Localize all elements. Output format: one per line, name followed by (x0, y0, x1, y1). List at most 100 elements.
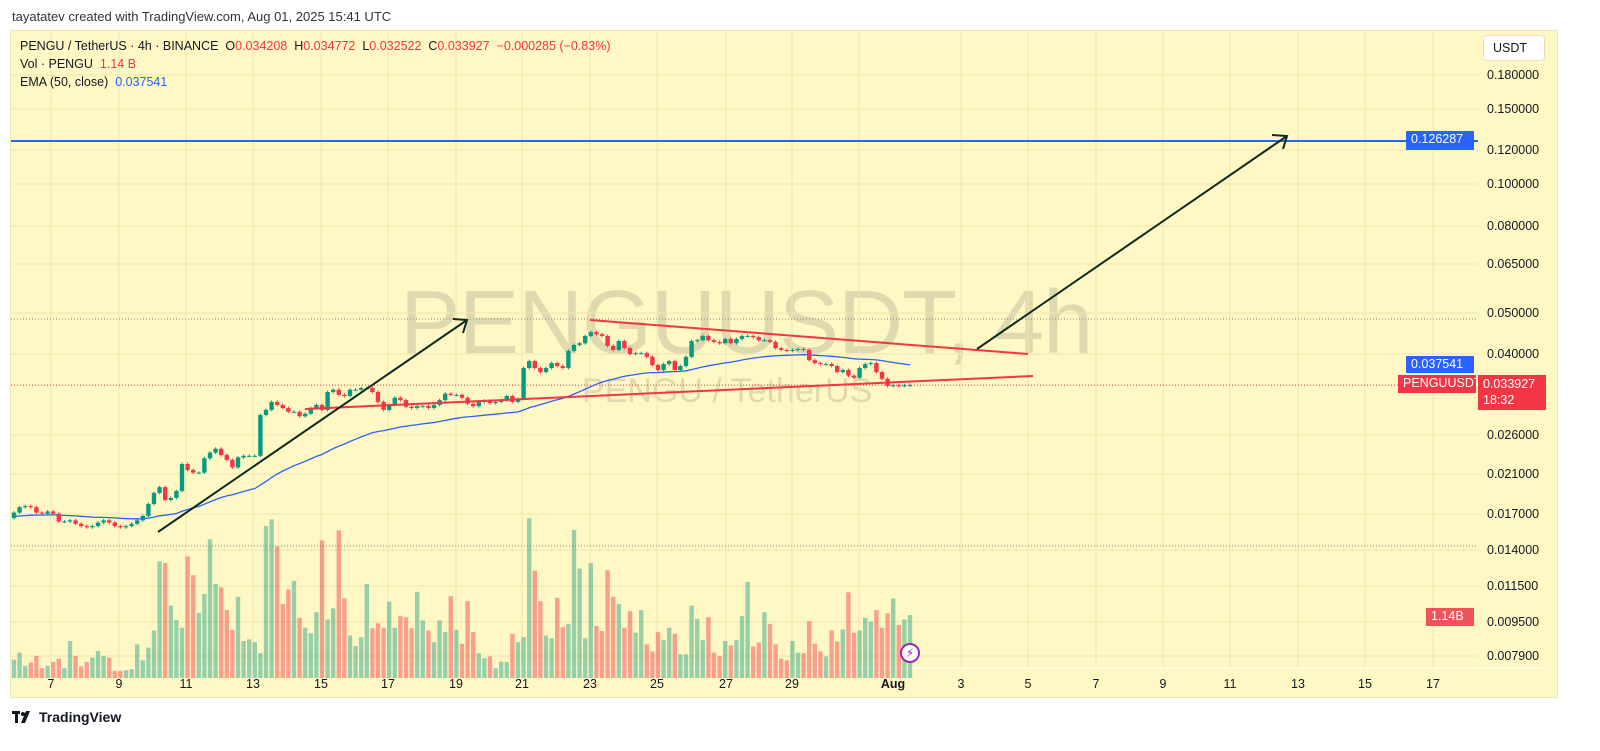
volume-bar (515, 642, 521, 678)
candle-body (235, 457, 241, 468)
volume-bar (762, 612, 767, 678)
symbol-name[interactable]: PENGU / TetherUS · 4h · BINANCE (20, 39, 219, 53)
volume-bar (359, 637, 364, 678)
candle-body (258, 414, 263, 456)
candle-body (454, 394, 459, 396)
volume-bar (689, 605, 694, 678)
volume-bar (459, 643, 465, 678)
candle-body (644, 353, 649, 357)
volume-bar (465, 601, 470, 678)
candle-body (706, 335, 711, 341)
candle-body (213, 448, 218, 453)
time-tick: 21 (515, 677, 529, 691)
volume-bar (611, 596, 616, 678)
candle-body (745, 335, 750, 337)
volume-bar (863, 617, 868, 678)
volume-bar (454, 629, 459, 678)
ascending-trendline[interactable] (304, 375, 1034, 410)
candle-body (588, 332, 593, 336)
candle-body (185, 464, 190, 470)
candle-body (336, 389, 341, 395)
candle-body (179, 464, 185, 492)
ema-price-tag: 0.037541 (1406, 356, 1474, 373)
volume-bar (717, 655, 722, 678)
candle-body (868, 363, 873, 365)
volume-bar (521, 637, 526, 678)
volume-bar (616, 603, 621, 678)
candle-body (560, 366, 565, 369)
candle-body (863, 364, 868, 369)
volume-bar (555, 597, 560, 678)
volume-bar (39, 668, 45, 678)
volume-bar (319, 540, 325, 678)
tradingview-logo[interactable]: TradingView (12, 709, 121, 725)
time-tick: 13 (246, 677, 260, 691)
volume-bar (95, 650, 101, 678)
volume-bar (499, 661, 504, 678)
volume-bar (532, 570, 537, 678)
time-tick: 9 (115, 677, 123, 691)
volume-bar (896, 624, 901, 678)
ema-legend[interactable]: EMA (50, close) 0.037541 (20, 75, 167, 89)
volume-bar (471, 632, 476, 678)
candle-body (202, 458, 207, 473)
candle-body (639, 353, 644, 355)
symbol-legend[interactable]: PENGU / TetherUS · 4h · BINANCE O0.03420… (20, 39, 611, 53)
volume-bar (426, 630, 431, 678)
volume-bar (711, 652, 717, 678)
volume-bar (409, 628, 414, 678)
currency-button[interactable]: USDT (1483, 35, 1545, 61)
time-tick: 17 (1426, 677, 1440, 691)
volume-bar (644, 644, 649, 678)
low-value: 0.032522 (369, 39, 422, 53)
volume-bar (823, 656, 829, 678)
time-tick: Aug (880, 677, 906, 691)
volume-bar (415, 591, 420, 678)
candle-body (263, 409, 269, 415)
volume-bar (672, 633, 677, 678)
candle-body (196, 472, 201, 474)
price-level-lines (11, 318, 1478, 547)
candle-body (661, 364, 666, 371)
volume-bar (51, 661, 56, 678)
volume-bar (560, 627, 565, 678)
close-value: 0.033927 (437, 39, 490, 53)
lightning-icon[interactable]: ⚡ (900, 643, 920, 663)
candle-body (34, 507, 39, 513)
candle-body (493, 401, 498, 404)
volume-bar (258, 653, 263, 678)
volume-bar (734, 639, 739, 678)
volume-legend[interactable]: Vol · PENGU 1.14 B (20, 57, 136, 71)
price-tick: 0.011500 (1487, 579, 1539, 593)
descending-trendline[interactable] (589, 319, 1029, 355)
volume-bar (45, 665, 50, 678)
time-tick: 25 (650, 677, 664, 691)
candle-body (487, 400, 493, 404)
volume-bar (812, 643, 817, 678)
time-tick: 29 (785, 677, 799, 691)
arrow-drawing-2[interactable] (976, 134, 1289, 350)
candle-body (801, 349, 806, 351)
candle-body (118, 526, 123, 528)
candle-body (818, 363, 823, 365)
candle-body (241, 455, 246, 458)
arrow-drawing-1[interactable] (157, 318, 469, 533)
volume-bar (851, 632, 857, 678)
volume-bar (795, 652, 801, 678)
volume-bar (308, 633, 313, 678)
volume-bar (286, 589, 291, 678)
candle-body (611, 345, 616, 350)
volume-bar (790, 640, 795, 678)
low-label: L (362, 39, 370, 53)
volume-bar (123, 670, 129, 678)
volume-bar (241, 640, 246, 678)
candle-body (90, 526, 95, 528)
candle-body (146, 504, 151, 516)
candle-body (392, 397, 397, 405)
candle-body (527, 361, 532, 369)
candle-body (627, 348, 633, 355)
volume-bar (112, 670, 117, 678)
volume-bar (375, 623, 381, 678)
volume-bar (885, 613, 890, 678)
